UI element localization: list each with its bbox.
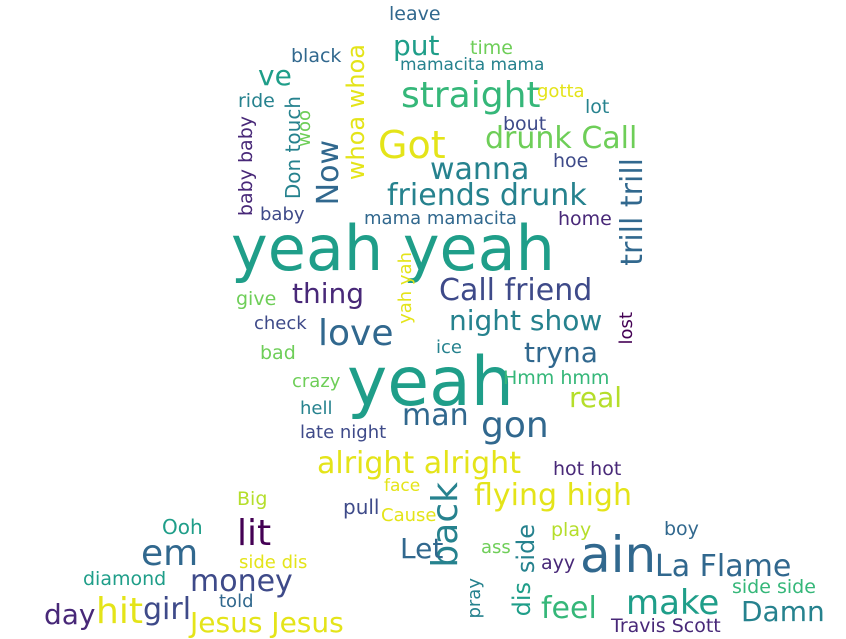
word-baby: baby [260,204,305,225]
word-time: time [470,37,513,59]
word-diamond: diamond [83,568,167,590]
word-leave: leave [389,3,441,25]
word-night-show: night show [449,304,603,337]
word-play: play [551,519,592,541]
word-thing: thing [292,277,365,310]
word-home: home [558,208,612,230]
word-damn: Damn [741,595,825,628]
word-boy: boy [664,518,699,540]
word-em: em [141,533,199,574]
word-mama-mamacita: mama mamacita [364,208,517,229]
word-hoe: hoe [553,150,589,172]
word-ain: ain [580,526,657,584]
word-put: put [393,29,440,62]
word-side: side [512,524,540,574]
word-man: man [402,398,469,433]
word-la-flame: La Flame [655,549,792,584]
word-big: Big [237,488,268,510]
word-lost: lost [616,312,637,345]
word-dis: dis [508,582,536,617]
word-baby-baby: baby baby [235,116,257,217]
word-call-friend: Call friend [439,273,593,308]
word-feel: feel [541,591,597,626]
word-lot: lot [585,96,610,118]
word-lit: lit [237,513,272,554]
word-gon: gon [481,405,549,446]
word-side-side: side side [732,576,816,598]
word-real: real [569,381,623,414]
word-day: day [44,598,96,631]
word-face: face [384,476,421,496]
word-hit: hit [96,591,143,632]
word-yah-yah: yah yah [395,252,416,324]
word-bad: bad [260,342,296,364]
word-ayy: ayy [541,552,576,574]
word-let: Let [400,532,444,565]
word-flying-high: flying high [474,478,632,513]
word-hell: hell [300,398,333,419]
word-yeah-yeah: yeah yeah [231,212,555,285]
word-whoa-whoa: whoa whoa [342,44,370,181]
word-ride: ride [238,90,275,112]
word-give: give [236,288,277,310]
word-straight: straight [401,75,541,116]
word-gotta: gotta [537,81,585,102]
word-hmm-hmm: Hmm hmm [503,367,610,389]
word-side-dis: side dis [239,552,308,573]
word-ooh: Ooh [162,515,203,539]
word-girl: girl [143,592,192,627]
word-yeah: yeah [347,343,514,422]
word-travis-scott: Travis Scott [611,615,721,637]
word-mamacita-mama: mamacita mama [400,55,545,75]
word-check: check [254,313,307,334]
word-money: money [190,564,293,599]
word-love: love [318,313,394,354]
word-told: told [219,591,254,612]
word-wanna: wanna [430,152,530,187]
word-pray: pray [464,578,485,619]
word-bout: bout [503,113,547,135]
word-cause: Cause [381,505,437,526]
word-black: black [291,45,342,67]
word-friends-drunk: friends drunk [387,178,587,213]
word-jesus-jesus: Jesus Jesus [190,606,344,639]
word-alright-alright: alright alright [317,446,521,481]
word-pull: pull [343,495,380,519]
word-hot-hot: hot hot [553,458,622,480]
word-crazy: crazy [292,371,341,392]
word-late-night: late night [300,422,387,443]
word-drunk-call: drunk Call [485,121,638,156]
word-ice: ice [436,337,462,358]
word-got: Got [378,123,446,167]
word-make: make [626,583,720,623]
word-ass: ass [481,537,511,558]
word-ve: ve [258,59,292,92]
word-now: Now [311,140,346,206]
word-tryna: tryna [524,336,598,369]
word-trill-trill: trill trill [615,158,650,266]
